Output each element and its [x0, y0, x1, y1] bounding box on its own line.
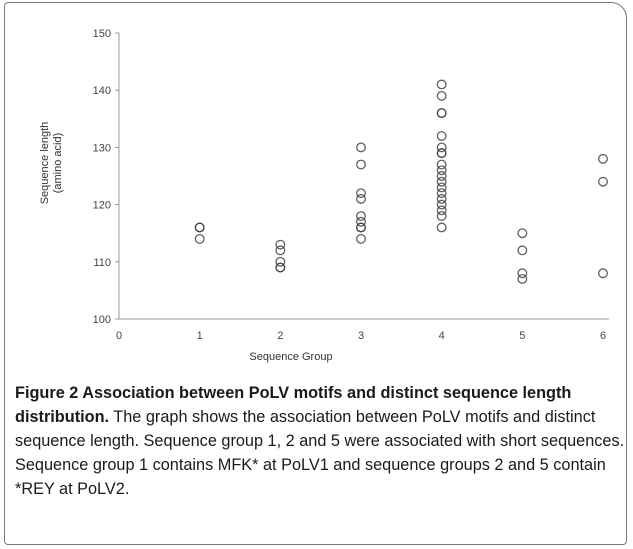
y-tick-label: 140: [93, 85, 111, 97]
data-point: [356, 142, 366, 153]
data-point: [356, 222, 366, 233]
y-tick-label: 120: [93, 200, 111, 212]
data-point: [598, 153, 608, 164]
figure-frame: 100 110 120 130 140 150 0 1 2 3 4 5 6 Sequence Grou…: [4, 2, 627, 545]
data-point: [436, 188, 447, 199]
data-point: [275, 256, 286, 267]
data-point: [194, 222, 205, 233]
data-point: [436, 176, 447, 187]
data-point: [275, 262, 286, 273]
y-axis-label-group: Sequence length (amino acid): [39, 122, 64, 205]
data-point: [436, 90, 447, 101]
data-point: [436, 79, 447, 90]
data-point: [436, 171, 447, 181]
y-axis-unit-label: (amino acid): [52, 133, 64, 194]
data-point: [436, 159, 447, 170]
y-axis-label: Sequence length: [39, 122, 51, 205]
y-tick-labels: 100 110 120 130 140 150: [93, 28, 111, 326]
data-point: [436, 148, 447, 159]
chart-axes: [115, 32, 609, 320]
data-point: [356, 233, 366, 244]
data-point: [356, 159, 366, 170]
data-points: [194, 79, 608, 284]
y-tick-label: 110: [93, 257, 111, 269]
data-point: [436, 142, 447, 153]
data-point: [517, 274, 528, 284]
data-point: [598, 176, 608, 187]
data-point: [436, 131, 447, 141]
data-point: [275, 239, 286, 250]
data-point: [436, 199, 447, 210]
data-point: [436, 193, 447, 204]
data-point: [436, 182, 447, 193]
data-point: [356, 211, 366, 221]
x-tick-label: 2: [277, 330, 283, 342]
y-tick-label: 150: [93, 28, 111, 40]
x-tick-label: 0: [116, 330, 122, 342]
data-point: [436, 222, 447, 233]
y-tick-label: 100: [93, 314, 111, 326]
x-tick-label: 4: [439, 330, 445, 342]
data-point: [275, 245, 286, 256]
data-point: [356, 216, 366, 227]
data-point: [436, 205, 447, 216]
data-point: [436, 165, 447, 176]
scatter-chart: 100 110 120 130 140 150 0 1 2 3 4 5 6 Sequence Grou…: [39, 28, 609, 363]
data-point: [517, 228, 528, 239]
caption-body: The graph shows the association between …: [15, 408, 625, 498]
caption-title: Figure 2 Association between PoLV motifs…: [15, 384, 572, 426]
data-point: [356, 193, 366, 204]
x-axis-label: Sequence Group: [249, 351, 332, 363]
data-point: [517, 268, 528, 279]
data-point: [517, 245, 528, 256]
data-point: [194, 233, 205, 244]
x-tick-labels: 0 1 2 3 4 5 6: [116, 330, 606, 342]
data-point: [436, 108, 447, 119]
x-tick-label: 6: [600, 330, 606, 342]
x-tick-label: 3: [358, 330, 364, 342]
x-tick-label: 5: [519, 330, 525, 342]
x-tick-label: 1: [197, 330, 203, 342]
y-tick-label: 130: [93, 142, 111, 154]
data-point: [436, 211, 447, 221]
figure-caption: Figure 2 Association between PoLV motifs…: [15, 381, 625, 501]
data-point: [356, 188, 366, 199]
data-point: [598, 268, 608, 279]
